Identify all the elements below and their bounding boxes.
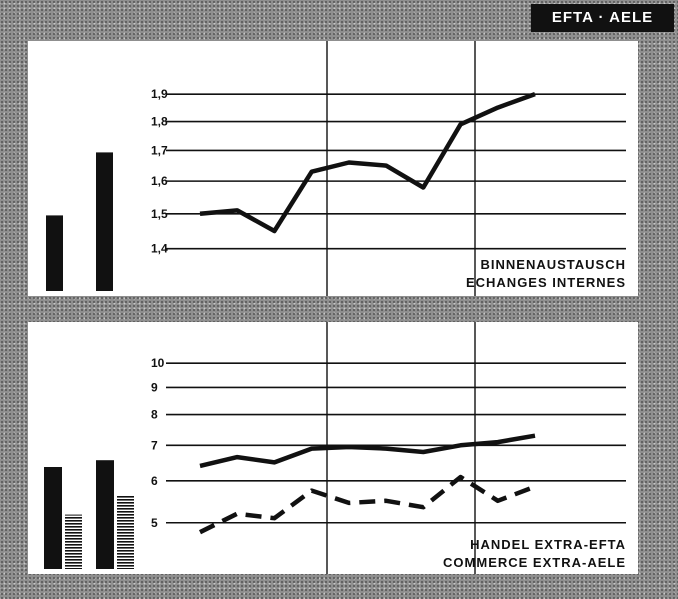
series-line-solid — [199, 433, 536, 469]
external-trade-caption: HANDEL EXTRA-EFTA COMMERCE EXTRA-AELE — [443, 536, 626, 572]
caption-line-2: COMMERCE EXTRA-AELE — [443, 555, 626, 570]
caption-line-1: HANDEL EXTRA-EFTA — [470, 537, 626, 552]
side-bar-hatched — [117, 495, 134, 569]
y-tick-label: 1,8 — [151, 115, 168, 129]
series-line-solid — [199, 91, 536, 234]
y-tick-label: 7 — [151, 438, 158, 452]
y-tick-label: 8 — [151, 408, 158, 422]
side-bar-solid — [46, 215, 63, 291]
y-tick-label: 5 — [151, 516, 158, 530]
efta-aele-badge: EFTA · AELE — [531, 4, 674, 32]
internal-trade-panel: 1,9 1,8 1,7 1,6 1,5 1,4 BINNENAUSTAUSCH ECHAN… — [28, 41, 638, 296]
caption-line-1: BINNENAUSTAUSCH — [480, 257, 626, 272]
y-tick-label: 1,7 — [151, 143, 168, 157]
side-bar-solid — [44, 467, 62, 569]
external-trade-chart: 10 9 8 7 6 5 — [44, 322, 626, 574]
y-tick-label: 1,5 — [151, 207, 168, 221]
side-bar-solid — [96, 152, 113, 291]
internal-trade-chart: 1,9 1,8 1,7 1,6 1,5 1,4 — [46, 41, 626, 296]
side-bar-hatched — [65, 514, 82, 569]
internal-trade-caption: BINNENAUSTAUSCH ECHANGES INTERNES — [466, 256, 626, 292]
y-tick-label: 1,4 — [151, 242, 168, 256]
y-tick-label: 9 — [151, 380, 158, 394]
y-tick-label: 6 — [151, 474, 158, 488]
side-bar-solid — [96, 460, 114, 569]
y-tick-label: 1,9 — [151, 87, 168, 101]
y-tick-label: 10 — [151, 356, 165, 370]
y-tick-label: 1,6 — [151, 174, 168, 188]
external-trade-panel: 10 9 8 7 6 5 HANDEL EXTRA-EFTA COMMERCE EXTRA… — [28, 322, 638, 574]
caption-line-2: ECHANGES INTERNES — [465, 275, 626, 290]
series-line-dashed — [198, 474, 536, 535]
